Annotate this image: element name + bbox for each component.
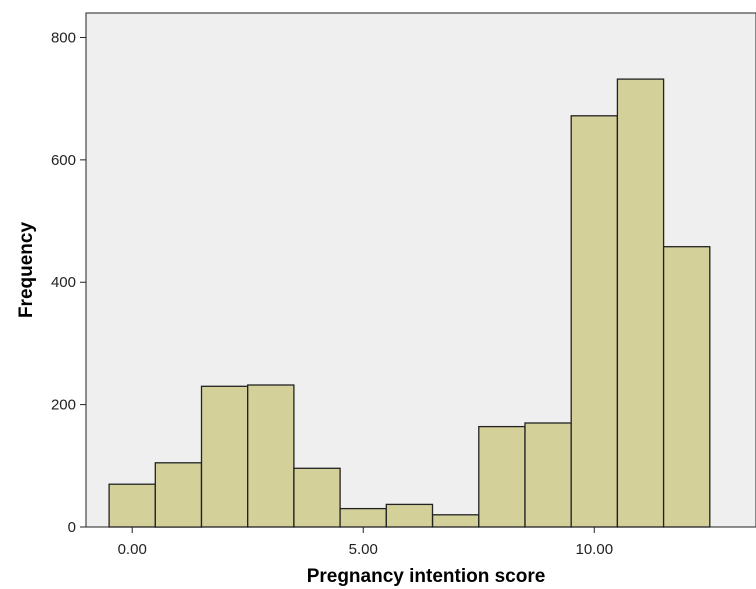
bars-group	[108, 78, 711, 528]
x-tick-label-2: 10.00	[576, 541, 614, 558]
y-axis-title: Frequency	[16, 222, 37, 319]
y-tick-label-4: 800	[51, 29, 76, 46]
histogram-bar-10	[570, 115, 619, 528]
histogram-bar-7	[431, 514, 480, 528]
histogram-bar-12	[662, 246, 711, 528]
histogram-bar-9	[524, 422, 572, 528]
x-tick-label-1: 5.00	[349, 541, 378, 558]
y-tick-label-3: 600	[51, 152, 76, 169]
histogram-bar-1	[154, 462, 203, 528]
y-tick-label-2: 400	[51, 274, 76, 291]
x-axis-title: Pregnancy intention score	[307, 566, 546, 587]
histogram-bar-2	[200, 385, 249, 528]
y-axis: 0 200 400 600 800	[51, 29, 86, 536]
y-tick-label-1: 200	[51, 397, 76, 414]
x-tick-label-0: 0.00	[118, 541, 147, 558]
histogram-bar-0	[108, 483, 156, 528]
histogram-bar-6	[385, 503, 434, 528]
histogram-bar-4	[293, 467, 341, 528]
histogram-bar-11	[616, 78, 665, 528]
histogram-bar-5	[339, 507, 387, 528]
histogram-bar-3	[247, 384, 295, 528]
x-axis: 0.00 5.00 10.00	[118, 527, 613, 558]
histogram-bar-8	[478, 425, 526, 528]
y-tick-label-0: 0	[68, 519, 76, 536]
